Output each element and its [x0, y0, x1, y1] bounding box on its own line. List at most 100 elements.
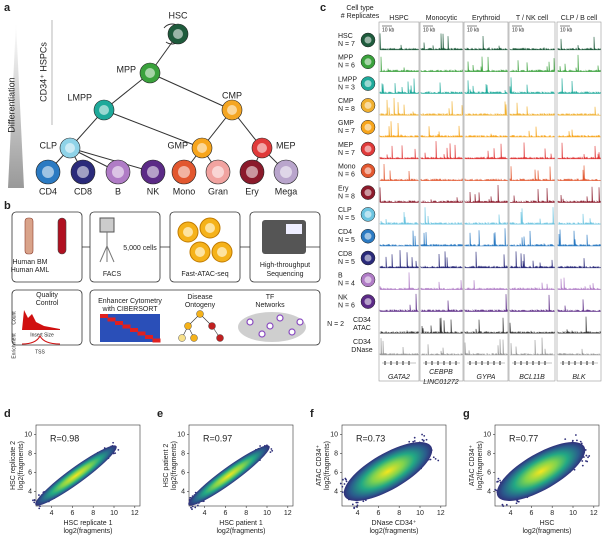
node-label: LMPP [67, 92, 92, 102]
cell-nucleus [246, 166, 258, 178]
cell-nucleus [364, 58, 372, 66]
track-name: Mono [338, 164, 356, 171]
group-label: CD34⁺ HSPCs [38, 42, 48, 102]
x-axis-label: HSC [540, 520, 555, 527]
node-label: CD4 [39, 186, 57, 196]
y-tick-label: 10 [483, 431, 491, 438]
header: # Replicates [341, 13, 380, 20]
signal-track [420, 251, 463, 269]
heatmap-cell [145, 335, 153, 339]
density-point [341, 491, 344, 493]
track-name: HSC [338, 33, 353, 40]
x-axis-label: HSC patient 1 [219, 520, 263, 527]
node-label: MEP [276, 140, 296, 150]
gene-label: GYPA [477, 374, 496, 381]
track-n: N = 5 [338, 259, 355, 266]
scale-bar: 10 kb [382, 27, 394, 33]
signal-track [509, 102, 555, 116]
x-tick-label: 6 [529, 510, 533, 517]
x-tick-label: 12 [131, 510, 139, 517]
node-label: NK [147, 186, 160, 196]
analysis-label: Ontogeny [185, 302, 216, 309]
qc-axis: Enrichment [11, 333, 17, 359]
signal-track [464, 294, 508, 312]
nucleus-core [183, 227, 193, 237]
track-name: CMP [338, 98, 354, 105]
node-label: Gran [208, 186, 228, 196]
track-n: N = 8 [338, 106, 355, 113]
signal-track [557, 78, 601, 94]
panel-label: f [310, 408, 314, 420]
cell-nucleus [212, 166, 224, 178]
node-label: HSC [168, 10, 188, 20]
insert-size-plot [22, 310, 60, 330]
cell-nucleus [147, 166, 159, 178]
density-point [345, 480, 348, 483]
x-axis-label: HSC replicate 1 [63, 520, 112, 527]
density-point [38, 494, 40, 496]
exon [568, 361, 570, 365]
step-box [89, 289, 321, 346]
exon [520, 361, 522, 365]
y-axis-label: HSC patient 2 [163, 444, 170, 488]
scale-bar: 10 kb [512, 27, 524, 33]
qc-axis: Count [11, 311, 17, 325]
analysis-label: with CIBERSORT [101, 306, 158, 313]
signal-track [420, 82, 463, 94]
heatmap-cell [122, 324, 131, 329]
density-point [495, 489, 498, 492]
density-point [573, 468, 576, 471]
signal-track [379, 330, 419, 334]
y-tick-label: 6 [28, 469, 32, 476]
exon [493, 361, 495, 365]
x-tick-label: 8 [397, 510, 401, 517]
x-tick-label: 4 [203, 510, 207, 517]
tf-node [276, 314, 284, 322]
step-box [11, 289, 83, 346]
cell-nucleus [65, 143, 75, 153]
exon [390, 361, 392, 365]
cell-nucleus [364, 210, 372, 218]
density-point [196, 504, 199, 507]
signal-track [464, 339, 508, 356]
qc-title: Quality [36, 292, 58, 299]
exon [514, 361, 516, 365]
track-name: MEP [338, 142, 354, 149]
signal-track [379, 78, 419, 94]
source-label: Human AML [11, 267, 50, 274]
signal-track [464, 214, 508, 225]
density-cloud [496, 442, 586, 501]
signal-track [420, 280, 463, 290]
plot-frame [188, 424, 294, 507]
exon [526, 361, 528, 365]
track-n: N = 7 [338, 41, 355, 48]
scale-bar: 10 kb [423, 27, 435, 33]
node-label: MPP [116, 64, 136, 74]
density-point [422, 439, 425, 442]
density-point [501, 503, 504, 506]
y-tick-label: 10 [24, 431, 32, 438]
signal-track [420, 69, 463, 72]
cell-nucleus [178, 166, 190, 178]
group-frame [419, 21, 464, 382]
cell-nucleus [99, 105, 109, 115]
analysis-label: Enhancer Cytometry [98, 298, 162, 305]
density-point [421, 438, 424, 441]
node-label: Ery [245, 186, 259, 196]
analysis-label: Networks [255, 302, 285, 309]
signal-track [509, 322, 555, 334]
x-tick-label: 4 [509, 510, 513, 517]
signal-track [557, 316, 601, 334]
exon [532, 361, 534, 365]
signal-track [557, 54, 601, 72]
signal-track [464, 143, 508, 160]
signal-track [509, 251, 555, 269]
signal-track [420, 317, 463, 334]
density-point [515, 502, 518, 505]
density-point [33, 501, 36, 504]
y-tick-label: 6 [487, 469, 491, 476]
cell-nucleus [173, 29, 183, 39]
sequencer-screen [286, 224, 302, 234]
signal-track [464, 185, 508, 203]
